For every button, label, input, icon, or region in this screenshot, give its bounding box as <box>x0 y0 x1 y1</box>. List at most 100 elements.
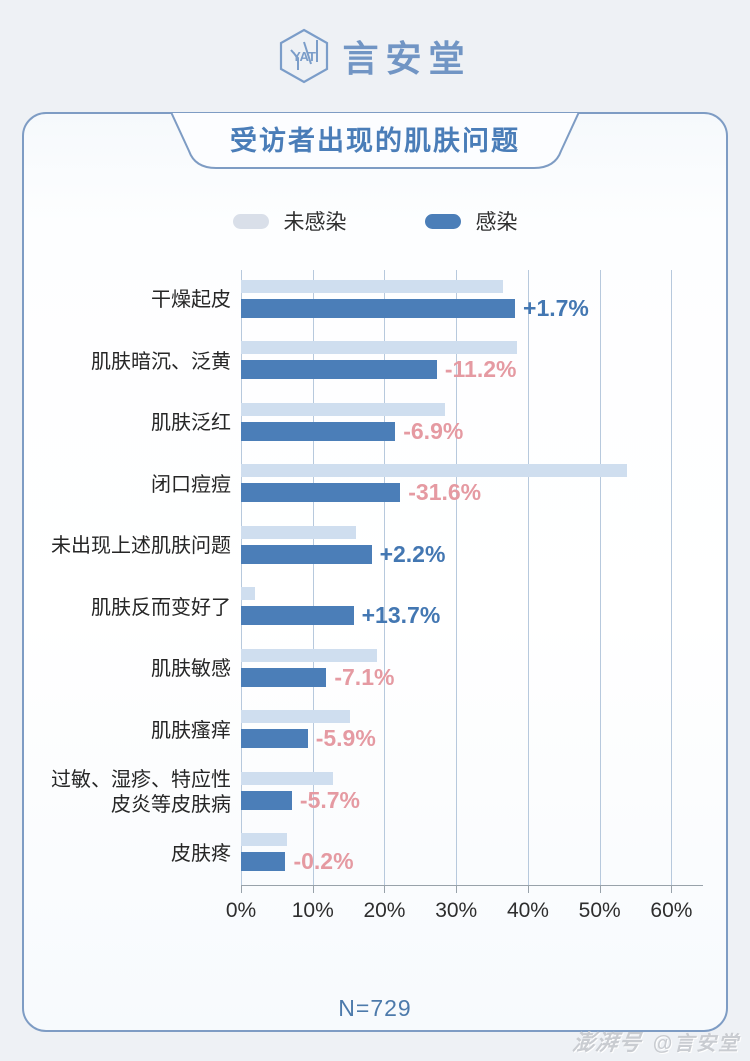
bar-uninfected <box>241 833 287 847</box>
axis-tick <box>456 886 458 893</box>
axis-tick-label: 40% <box>506 899 549 922</box>
bar-group: -5.7% <box>241 771 703 814</box>
category-label: 干燥起皮 <box>151 289 231 312</box>
legend-swatch-uninfected <box>232 213 269 229</box>
diff-label: +2.2% <box>379 540 446 567</box>
gridline <box>456 270 458 885</box>
diff-label: -6.9% <box>403 417 464 444</box>
grid-layer <box>241 270 703 885</box>
bar-group: -31.6% <box>241 464 703 506</box>
axis-tick-label: 20% <box>363 899 406 922</box>
legend: 未感染 感染 <box>24 206 726 236</box>
gridline <box>384 270 386 885</box>
bar-infected-line: +2.2% <box>241 541 703 568</box>
chart-row: 肌肤反而变好了 +13.7% <box>30 578 726 640</box>
chart-row: 过敏、湿疹、特应性 皮炎等皮肤病 -5.7% <box>30 762 726 824</box>
bar-uninfected <box>241 648 378 662</box>
bar-infected-line: -5.9% <box>241 725 703 752</box>
chart-title-tab: 受访者出现的肌肤问题 <box>170 112 580 170</box>
axis-tick-label: 50% <box>578 899 621 922</box>
chart-row: 干燥起皮 +1.7% <box>30 270 726 332</box>
legend-label-infected: 感染 <box>475 211 518 234</box>
bar-infected-line: -6.9% <box>241 418 703 445</box>
bar-infected-line: -7.1% <box>241 664 703 691</box>
axis-tick <box>312 886 314 893</box>
axis-tick <box>527 886 529 893</box>
legend-item-infected: 感染 <box>424 206 518 236</box>
bar-group: -6.9% <box>241 402 703 445</box>
category-label: 过敏、湿疹、特应性 皮炎等皮肤病 <box>51 768 231 816</box>
bar-infected <box>241 790 292 810</box>
bar-uninfected <box>241 710 351 724</box>
bar-group: -0.2% <box>241 833 703 875</box>
chart-row: 肌肤瘙痒 -5.9% <box>30 701 726 763</box>
category-label: 皮肤疼 <box>171 842 231 865</box>
category-label: 肌肤瘙痒 <box>151 719 231 742</box>
axis-baseline: 0% 10% 20% 30% 40% 50% 60% <box>226 885 703 931</box>
bar-uninfected <box>241 341 518 355</box>
bar-group: -5.9% <box>241 710 703 752</box>
bar-group: +13.7% <box>241 587 703 629</box>
diff-label: +13.7% <box>361 602 441 629</box>
header: YAT 言安堂 <box>0 0 750 112</box>
axis-tick-label: 60% <box>650 899 693 922</box>
bar-infected-line: +13.7% <box>241 602 703 629</box>
bar-infected <box>241 360 437 380</box>
bar-uninfected <box>241 771 333 785</box>
bar-uninfected <box>241 587 256 601</box>
category-label: 未出现上述肌肤问题 <box>51 535 231 558</box>
bar-infected <box>241 421 396 441</box>
legend-item-uninfected: 未感染 <box>232 206 347 236</box>
gridline <box>671 270 673 885</box>
bar-infected <box>241 729 308 749</box>
bar-infected <box>241 483 401 503</box>
chart-rows: 干燥起皮 +1.7% 肌肤暗沉、泛黄 -11.2% 肌肤泛红 -6.9% 闭口痘痘 -31.6… <box>30 270 726 885</box>
axis-tick <box>671 886 673 893</box>
axis-tick-label: 30% <box>435 899 478 922</box>
brand-name: 言安堂 <box>342 38 472 79</box>
bar-group: +2.2% <box>241 525 703 568</box>
bar-infected-line: -5.7% <box>241 787 703 814</box>
chart-row: 肌肤敏感 -7.1% <box>30 639 726 701</box>
bar-uninfected <box>241 402 445 416</box>
brand-hexagon-icon: YAT <box>280 28 329 84</box>
chart-card: 受访者出现的肌肤问题 未感染 感染 干燥起皮 +1.7% 肌肤暗沉、泛黄 -11.2%… <box>22 112 728 1032</box>
bar-chart: 干燥起皮 +1.7% 肌肤暗沉、泛黄 -11.2% 肌肤泛红 -6.9% 闭口痘痘 -31.6… <box>24 270 726 931</box>
bar-infected-line: -11.2% <box>241 356 703 383</box>
axis-spacer <box>30 885 241 931</box>
diff-label: +1.7% <box>523 294 589 321</box>
x-axis: 0% 10% 20% 30% 40% 50% 60% <box>30 885 726 931</box>
diff-label: -7.1% <box>334 663 395 690</box>
sample-size-note: N=729 <box>338 995 412 1021</box>
axis-tick-label: 0% <box>225 899 257 922</box>
bar-infected <box>241 544 372 564</box>
chart-row: 闭口痘痘 -31.6% <box>30 455 726 517</box>
category-label: 肌肤泛红 <box>151 412 231 435</box>
brand-hexagon-text: YAT <box>293 49 317 64</box>
legend-swatch-infected <box>424 213 461 229</box>
bar-group: -11.2% <box>241 341 703 383</box>
category-label: 肌肤敏感 <box>151 658 231 681</box>
bar-group: +1.7% <box>241 279 703 322</box>
bar-uninfected <box>241 525 356 539</box>
gridline <box>241 270 242 885</box>
axis-tick <box>241 886 242 893</box>
gridline <box>527 270 529 885</box>
watermark: 澎湃号 @言安堂 <box>571 1025 740 1057</box>
watermark-platform: 澎湃号 <box>571 1030 645 1055</box>
watermark-account: @言安堂 <box>652 1033 740 1055</box>
category-label: 肌肤反而变好了 <box>91 596 231 619</box>
category-label: 闭口痘痘 <box>151 473 231 496</box>
bar-group: -7.1% <box>241 648 703 691</box>
diff-label: -31.6% <box>408 479 482 506</box>
diff-label: -11.2% <box>444 356 517 383</box>
gridline <box>312 270 314 885</box>
bar-infected <box>241 606 354 626</box>
bar-infected <box>241 298 516 318</box>
diff-label: -5.9% <box>315 725 376 752</box>
title-tab-shape <box>170 112 580 169</box>
bar-infected <box>241 852 286 872</box>
bar-infected-line: -31.6% <box>241 479 703 506</box>
chart-row: 肌肤暗沉、泛黄 -11.2% <box>30 332 726 394</box>
